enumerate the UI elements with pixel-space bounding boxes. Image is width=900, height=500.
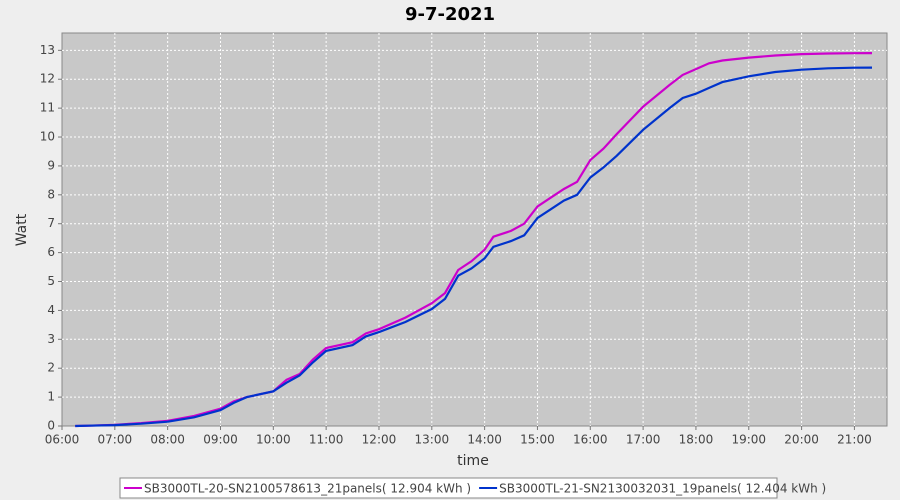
x-tick-label: 12:00 (362, 433, 397, 447)
y-tick-label: 9 (47, 158, 55, 172)
y-tick-label: 6 (47, 245, 55, 259)
y-tick-label: 12 (40, 72, 55, 86)
y-tick-label: 3 (47, 332, 55, 346)
x-tick-label: 11:00 (309, 433, 344, 447)
x-tick-label: 09:00 (203, 433, 238, 447)
y-tick-label: 8 (47, 187, 55, 201)
series-line (75, 66, 873, 428)
x-tick-label: 14:00 (467, 433, 502, 447)
legend (119, 477, 778, 499)
x-tick-label: 07:00 (98, 433, 133, 447)
x-tick-label: 21:00 (837, 433, 872, 447)
legend-label: SB3000TL-21-SN2130032031_19panels( 12.40… (499, 482, 826, 496)
plot-area (61, 32, 888, 427)
y-tick-label: 7 (47, 216, 55, 230)
y-tick-label: 11 (40, 101, 55, 115)
y-axis-title: Watt (14, 213, 30, 246)
x-tick-label: 06:00 (45, 433, 80, 447)
x-tick-label: 19:00 (731, 433, 766, 447)
x-axis-title: time (457, 453, 489, 469)
x-tick-label: 20:00 (784, 433, 819, 447)
y-tick-label: 5 (47, 274, 55, 288)
chart-title: 9-7-2021 (405, 4, 495, 25)
y-tick-label: 4 (47, 303, 55, 317)
x-tick-label: 16:00 (573, 433, 608, 447)
x-tick-label: 17:00 (626, 433, 661, 447)
x-tick-label: 08:00 (150, 433, 185, 447)
x-tick-label: 10:00 (256, 433, 291, 447)
x-tick-label: 18:00 (679, 433, 714, 447)
x-tick-label: 15:00 (520, 433, 555, 447)
x-tick-label: 13:00 (415, 433, 450, 447)
legend-label: SB3000TL-20-SN2100578613_21panels( 12.90… (144, 482, 471, 496)
y-tick-label: 13 (40, 43, 55, 57)
y-tick-label: 2 (47, 361, 55, 375)
y-tick-label: 0 (47, 419, 55, 433)
y-tick-label: 1 (47, 390, 55, 404)
y-tick-label: 10 (40, 130, 55, 144)
